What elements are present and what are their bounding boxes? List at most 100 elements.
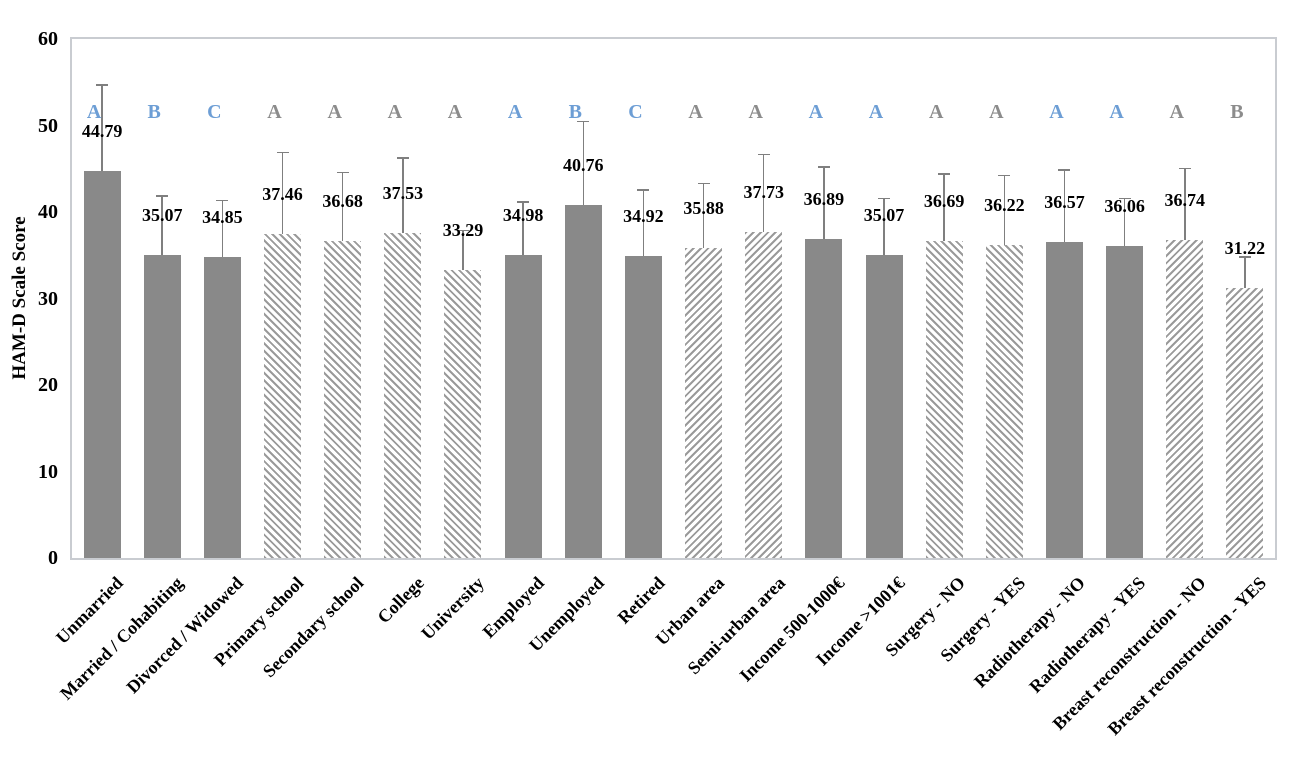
y-tick-label: 40 — [38, 201, 58, 223]
y-tick-label: 10 — [38, 460, 58, 483]
value-label: 36.22 — [984, 194, 1025, 215]
x-axis-label: University — [417, 572, 488, 644]
bar — [685, 247, 723, 558]
bar — [624, 255, 662, 558]
error-bar-line — [161, 195, 163, 255]
value-label: 44.79 — [81, 120, 123, 141]
x-axis-label: Radiotherapy - NO — [970, 572, 1090, 692]
significance-letter: A — [868, 101, 884, 123]
error-bar-line — [823, 167, 825, 239]
error-bar-line — [1244, 256, 1246, 288]
bar — [324, 240, 362, 558]
error-bar-cap — [938, 173, 951, 175]
bar — [925, 240, 963, 558]
error-bar-line — [762, 154, 765, 232]
significance-letter: B — [1230, 101, 1244, 123]
error-bar-line — [522, 201, 524, 256]
significance-letter: A — [1049, 101, 1064, 123]
value-label: 31.22 — [1224, 237, 1266, 258]
bar — [1166, 240, 1204, 558]
x-axis-label: Income 500-1000€ — [735, 572, 849, 686]
error-bar-line — [642, 190, 645, 256]
value-label: 37.53 — [382, 183, 424, 204]
error-bar-line — [341, 172, 344, 241]
error-bar-cap — [697, 182, 710, 185]
value-label: 35.88 — [683, 197, 724, 218]
y-tick-label: 20 — [38, 374, 58, 396]
x-axis-label: Retired — [613, 572, 669, 628]
bar — [83, 170, 121, 558]
bar — [1226, 287, 1264, 558]
y-tick-label: 0 — [48, 547, 58, 569]
bar — [264, 233, 302, 558]
bar — [384, 233, 422, 558]
y-tick-label: 30 — [38, 287, 58, 310]
value-label: 36.06 — [1104, 196, 1145, 217]
value-label: 34.85 — [202, 206, 243, 227]
significance-letter: A — [507, 101, 523, 123]
bar — [805, 238, 843, 558]
value-label: 34.98 — [502, 205, 544, 226]
value-label: 40.76 — [563, 155, 604, 176]
significance-letter: B — [568, 101, 582, 123]
error-bar-line — [702, 183, 705, 248]
error-bar-line — [883, 198, 885, 255]
error-bar-cap — [817, 166, 830, 168]
significance-letter: A — [808, 101, 824, 123]
value-label: 37.73 — [743, 181, 784, 202]
significance-letter: C — [207, 101, 222, 123]
value-label: 37.46 — [262, 183, 303, 204]
error-bar-cap — [96, 84, 109, 86]
error-bar-line — [101, 84, 103, 171]
error-bar-line — [943, 174, 945, 241]
bar — [745, 231, 783, 558]
value-label: 36.74 — [1164, 190, 1206, 211]
error-bar-cap — [878, 197, 891, 200]
error-bar-line — [1184, 168, 1186, 241]
error-bar-line — [1063, 169, 1066, 242]
error-bar-cap — [1118, 197, 1131, 200]
significance-letter: A — [928, 101, 944, 123]
bar — [1106, 246, 1144, 558]
error-bar-cap — [1178, 167, 1191, 170]
error-bar-cap — [637, 189, 650, 191]
bar — [564, 205, 602, 558]
bar — [1045, 241, 1083, 558]
error-bar-line — [281, 152, 284, 234]
value-label: 36.69 — [923, 190, 965, 211]
error-bar-line — [1123, 198, 1126, 247]
significance-letter: A — [327, 101, 342, 123]
bar — [444, 270, 482, 558]
value-label: 36.68 — [322, 190, 363, 211]
y-tick-label: 60 — [38, 28, 58, 50]
error-bar-line — [1003, 175, 1006, 245]
error-bar-cap — [216, 199, 229, 202]
significance-letter: B — [147, 101, 161, 123]
value-label: 36.89 — [803, 188, 845, 209]
value-label: 34.92 — [623, 205, 664, 226]
y-tick-label: 50 — [38, 114, 58, 137]
error-bar-cap — [757, 153, 770, 156]
error-bar-cap — [156, 195, 169, 197]
error-bar-cap — [336, 171, 349, 174]
error-bar-line — [221, 200, 224, 257]
error-bar-line — [462, 230, 464, 271]
bar — [985, 244, 1023, 558]
error-bar-cap — [1238, 256, 1251, 258]
bar — [143, 254, 181, 558]
error-bar-line — [582, 121, 585, 206]
error-bar-cap — [396, 157, 409, 159]
bar — [203, 256, 241, 558]
significance-letter: A — [688, 101, 703, 123]
error-bar-line — [402, 158, 404, 234]
x-axis-label: College — [373, 572, 428, 628]
significance-letter: A — [1169, 101, 1184, 123]
value-label: 36.57 — [1044, 191, 1085, 212]
value-label: 35.07 — [141, 204, 183, 225]
significance-letter: A — [1109, 101, 1124, 123]
value-label: 35.07 — [863, 204, 905, 225]
error-bar-cap — [577, 120, 590, 123]
significance-letter: A — [387, 101, 403, 123]
significance-letter: A — [447, 101, 463, 123]
